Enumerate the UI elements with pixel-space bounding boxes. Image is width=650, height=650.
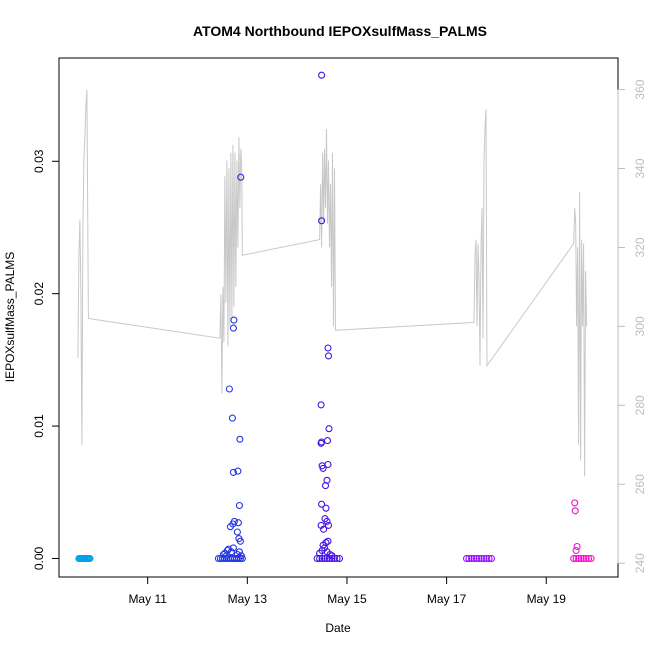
y-tick-label: 0.01 [32, 414, 46, 438]
x-axis-label: Date [325, 621, 351, 635]
y-tick-label: 0.02 [32, 282, 46, 306]
data-point [467, 554, 476, 563]
y2-tick-label: 240 [633, 553, 647, 573]
data-point [225, 385, 233, 393]
y-axis-label: IEPOXsulfMass_PALMS [3, 252, 17, 383]
data-point [325, 425, 333, 433]
plot-frame [58, 57, 619, 578]
data-point [465, 554, 473, 563]
data-point [230, 517, 238, 525]
data-point [323, 517, 331, 525]
data-point [228, 414, 236, 422]
data-point [86, 554, 94, 563]
data-point [480, 554, 488, 563]
data-point [236, 537, 244, 545]
data-point [235, 548, 243, 556]
data-point [237, 173, 245, 181]
x-tick-label: May 11 [128, 592, 167, 606]
data-point [234, 467, 242, 475]
data-point [235, 501, 243, 510]
data-point [477, 554, 486, 563]
data-point [580, 554, 588, 563]
data-point [472, 554, 481, 563]
x-tick-label: May 15 [327, 592, 367, 606]
data-point [328, 552, 336, 560]
x-tick-label: May 19 [527, 592, 567, 606]
data-point [487, 554, 496, 563]
data-point [571, 507, 579, 515]
data-point [318, 71, 326, 79]
data-point [237, 552, 245, 560]
data-point [571, 499, 579, 507]
data-point [318, 217, 326, 225]
data-point [233, 528, 241, 536]
data-point [320, 554, 329, 563]
x-tick-label: May 13 [228, 592, 268, 606]
y2-tick-label: 320 [633, 237, 647, 257]
data-point [318, 500, 326, 508]
y2-tick-label: 260 [633, 474, 647, 494]
data-point [587, 554, 595, 563]
data-point [222, 552, 230, 560]
data-point [229, 544, 237, 552]
data-point [475, 554, 483, 563]
y-tick-label: 0.03 [32, 149, 46, 173]
data-point [223, 546, 231, 555]
series-line [77, 89, 588, 477]
chart-title: ATOM4 Northbound IEPOXsulfMass_PALMS [193, 23, 487, 39]
data-point [229, 324, 237, 332]
data-point [323, 437, 332, 445]
right-axis: 240 260 280 300 320 340 360 [617, 79, 647, 573]
bottom-axis: May 11 May 13 May 15 May 17 May 19 [128, 577, 566, 606]
data-point [335, 554, 344, 563]
y2-tick-label: 300 [633, 316, 647, 336]
data-point [317, 401, 325, 409]
data-point [575, 554, 583, 563]
left-axis: 0.00 0.01 0.02 0.03 [32, 149, 60, 570]
data-point [462, 554, 471, 563]
data-point [570, 554, 578, 563]
data-point [582, 554, 590, 563]
data-point [470, 554, 478, 563]
data-point [324, 352, 333, 360]
data-point [585, 554, 593, 563]
data-point [320, 525, 328, 533]
series-line-path [77, 89, 588, 477]
data-point [324, 537, 332, 545]
y-tick-label: 0.00 [32, 546, 46, 570]
data-point [227, 548, 235, 556]
data-point [482, 554, 491, 563]
data-point [322, 504, 330, 512]
data-point [485, 554, 493, 563]
data-point [573, 542, 581, 551]
data-point [324, 344, 332, 352]
data-point [577, 554, 585, 563]
data-point [319, 464, 327, 472]
y2-tick-label: 360 [633, 79, 647, 99]
data-point [316, 554, 324, 563]
data-point [323, 476, 331, 484]
data-point [572, 546, 580, 555]
data-point [328, 554, 336, 563]
data-point [236, 435, 244, 443]
y2-tick-label: 280 [633, 395, 647, 415]
series-points [75, 71, 595, 563]
data-point [324, 460, 332, 469]
y2-tick-label: 340 [633, 158, 647, 178]
x-tick-label: May 17 [427, 592, 467, 606]
data-point [324, 521, 333, 529]
data-point [230, 316, 238, 324]
data-point [572, 554, 580, 563]
data-point [229, 468, 237, 476]
data-point [234, 519, 242, 527]
